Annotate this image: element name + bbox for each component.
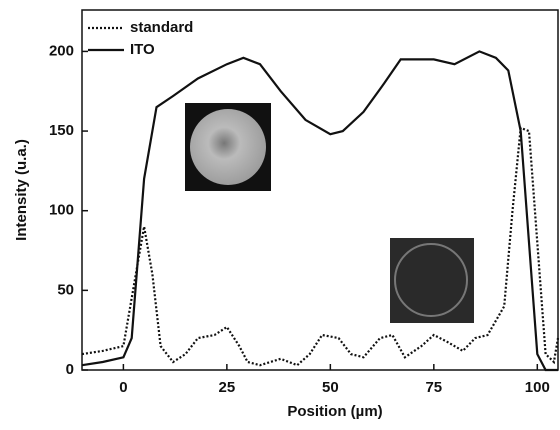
plot-frame <box>81 9 559 371</box>
y-tick-label: 150 <box>49 122 74 139</box>
series-line <box>81 50 558 372</box>
y-axis-label: Intensity (u.a.) <box>13 139 30 241</box>
inset-bright <box>185 103 271 191</box>
x-tick-label: 0 <box>119 379 127 396</box>
y-tick-label: 200 <box>49 42 74 59</box>
x-axis-label: Position (µm) <box>287 403 382 420</box>
series-line <box>81 126 560 367</box>
legend-label: ITO <box>130 41 155 58</box>
y-tick-label: 0 <box>66 361 74 378</box>
y-tick-label: 50 <box>57 281 74 298</box>
legend-label: standard <box>130 19 193 36</box>
x-tick-label: 100 <box>525 379 550 396</box>
inset-dark <box>390 238 474 323</box>
x-tick-label: 50 <box>322 379 339 396</box>
y-tick-label: 100 <box>49 202 74 219</box>
x-tick-label: 75 <box>425 379 442 396</box>
x-tick-label: 25 <box>219 379 236 396</box>
